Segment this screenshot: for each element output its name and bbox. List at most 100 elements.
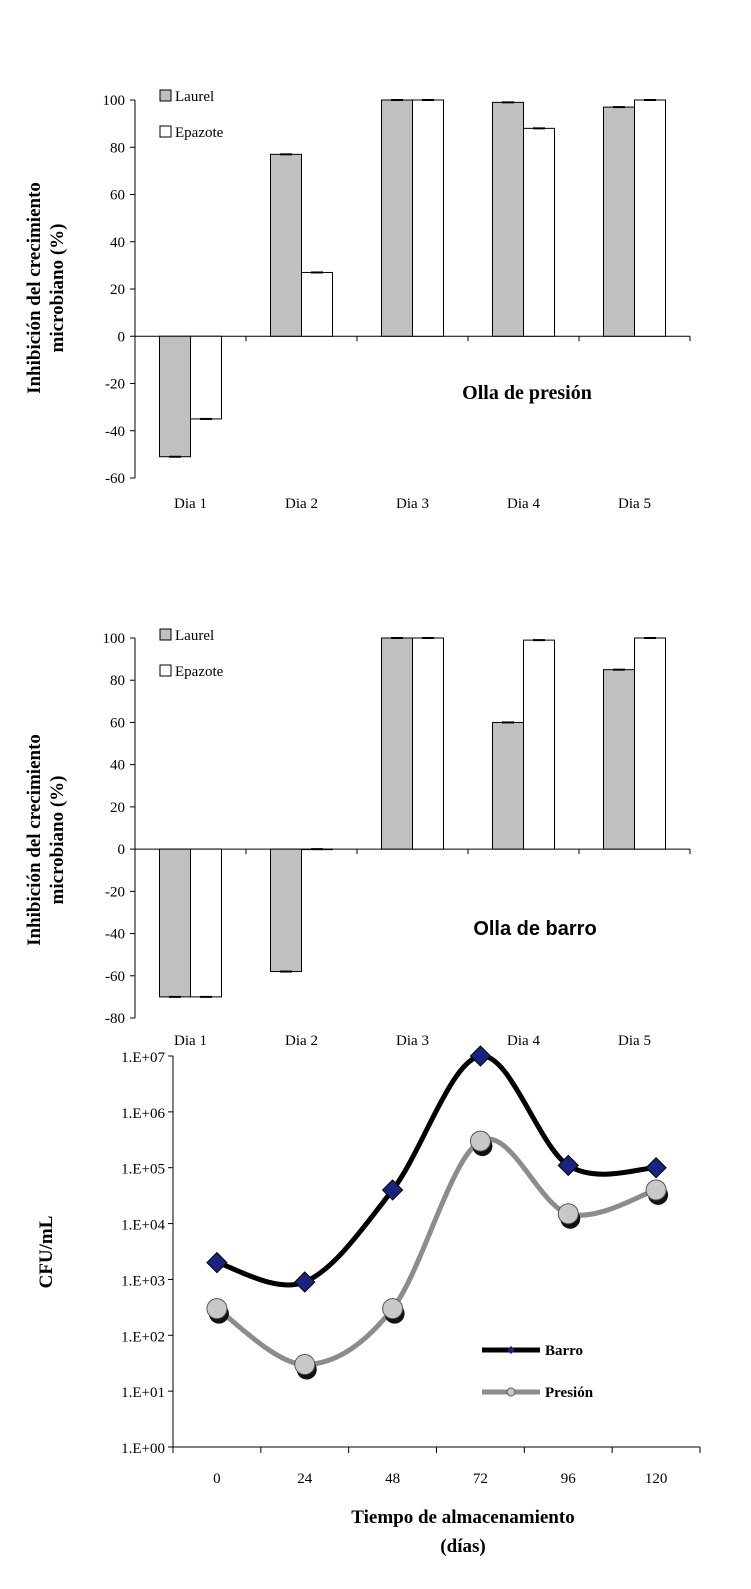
y-tick-label: -20	[105, 377, 125, 393]
legend-swatch-epazote	[159, 125, 172, 138]
category-label: Dia 3	[396, 1033, 429, 1049]
x-tick-label: 72	[473, 1471, 488, 1487]
series-line-barro	[214, 1053, 659, 1288]
y-axis-label: Inhibición del crecimiento microbiano (%)	[24, 182, 68, 394]
category-label: Dia 2	[285, 496, 318, 512]
y-tick-label: 60	[110, 715, 125, 731]
y-tick-label: 0	[118, 842, 126, 858]
bar-laurel-1	[159, 848, 191, 998]
y-tick-label: 1.E+05	[121, 1162, 165, 1178]
point-barro-6	[645, 1157, 667, 1179]
line-chart: 1.E+00 1.E+01 1.E+02 1.E+03 1.E+04 1.E+05 1.E+…	[36, 1045, 701, 1557]
y-axis-label: Inhibición del crecimiento microbiano (%)	[24, 734, 68, 946]
y-axis-label-line-2: microbiano (%)	[47, 224, 68, 353]
x-tick-label: 120	[645, 1471, 668, 1487]
bar-epazote-4	[523, 639, 555, 850]
bar-epazote-1	[190, 335, 222, 420]
bar-epazote-3	[412, 99, 444, 337]
y-tick-label: -60	[105, 471, 125, 487]
legend: Barro Presión	[482, 1343, 594, 1401]
y-tick-label: 20	[110, 800, 125, 816]
category-label: Dia 1	[174, 496, 207, 512]
bar-epazote-5	[634, 637, 666, 850]
y-axis-label-line-1: Inhibición del crecimiento	[24, 734, 45, 946]
bar-laurel-4	[492, 721, 524, 850]
point-barro-5	[557, 1154, 579, 1177]
legend-label-epazote: Epazote	[175, 125, 224, 141]
y-tick-label: -60	[105, 969, 125, 985]
point-presion-6	[645, 1179, 667, 1201]
point-presion-3	[382, 1298, 404, 1320]
bar-laurel-2	[270, 848, 302, 973]
bar-epazote-4	[523, 127, 555, 337]
category-label: Dia 2	[285, 1033, 318, 1049]
bar-laurel-5	[603, 106, 635, 337]
legend-marker-barro	[507, 1346, 515, 1354]
legend-label-barro: Barro	[545, 1343, 583, 1359]
point-barro-1	[206, 1251, 228, 1274]
y-tick-label: 1.E+02	[121, 1329, 165, 1345]
y-tick-label: 40	[110, 235, 125, 251]
legend-label-laurel: Laurel	[175, 628, 214, 644]
point-barro-4	[469, 1045, 492, 1067]
bar-laurel-1	[159, 335, 191, 458]
bar-laurel-2	[270, 153, 302, 337]
legend-swatch-epazote	[159, 664, 172, 677]
legend-label-laurel: Laurel	[175, 89, 214, 105]
point-barro-2	[294, 1271, 316, 1293]
x-axis-label-line-2: (días)	[440, 1536, 485, 1557]
point-presion-5	[557, 1203, 579, 1225]
category-label: Dia 5	[618, 1033, 651, 1049]
y-tick-label: 20	[110, 282, 125, 298]
legend-label-epazote: Epazote	[175, 664, 224, 680]
y-tick-label: 1.E+04	[121, 1218, 165, 1234]
y-tick-label: 80	[110, 140, 125, 156]
point-barro-3	[381, 1179, 404, 1201]
legend-marker-presion	[506, 1387, 516, 1397]
chart-annotation: Olla de presión	[462, 382, 592, 404]
y-tick-label: 1.E+00	[121, 1441, 165, 1457]
x-tick-label: 24	[297, 1471, 313, 1487]
y-axis-label-line-2: microbiano (%)	[47, 776, 68, 905]
bar-laurel-5	[603, 669, 635, 850]
bar-chart-2: -80 -60 -40 -20 0 20 40 60 80 100 Dia 1 Dia 2 Dia 3 D…	[24, 628, 691, 1049]
y-tick-label: -40	[105, 424, 125, 440]
bar-laurel-3	[381, 637, 413, 850]
category-label: Dia 4	[507, 496, 540, 512]
bar-laurel-4	[492, 101, 524, 337]
y-tick-label: 80	[110, 673, 125, 689]
point-presion-1	[206, 1298, 228, 1320]
y-tick-label: 100	[103, 631, 126, 647]
y-tick-label: -20	[105, 884, 125, 900]
category-label: Dia 3	[396, 496, 429, 512]
category-label: Dia 1	[174, 1033, 207, 1049]
y-tick-label: 100	[103, 93, 126, 109]
y-tick-label: 1.E+07	[121, 1050, 165, 1066]
category-label: Dia 5	[618, 496, 651, 512]
legend-swatch-laurel	[159, 628, 172, 641]
x-axis-label-line-1: Tiempo de almacenamiento	[351, 1507, 574, 1528]
x-tick-label: 48	[385, 1471, 400, 1487]
y-tick-label: -80	[105, 1011, 125, 1027]
y-tick-label: 1.E+03	[121, 1273, 165, 1289]
point-presion-2	[294, 1353, 316, 1375]
y-tick-label: 60	[110, 188, 125, 204]
legend-label-presion: Presión	[545, 1385, 594, 1401]
y-tick-label: -40	[105, 927, 125, 943]
y-tick-label: 1.E+06	[121, 1106, 165, 1122]
x-tick-label: 96	[561, 1471, 577, 1487]
category-label: Dia 4	[507, 1033, 540, 1049]
point-presion-4	[469, 1130, 491, 1152]
y-tick-label: 40	[110, 758, 125, 774]
bar-chart-1: -60 -40 -20 0 20 40 60 80 100 Dia 1 Dia 2 Dia 3 Dia …	[24, 89, 691, 512]
y-axis-label-text: CFU/mL	[36, 1216, 57, 1289]
bar-epazote-2	[301, 271, 333, 337]
y-tick-label: 0	[118, 329, 126, 345]
bar-laurel-3	[381, 99, 413, 337]
y-axis-label-line-1: Inhibición del crecimiento	[24, 182, 45, 394]
legend-swatch-laurel	[159, 89, 172, 102]
y-axis-label: CFU/mL	[36, 1216, 57, 1289]
chart-annotation: Olla de barro	[473, 918, 596, 940]
y-tick-label: 1.E+01	[121, 1385, 165, 1401]
